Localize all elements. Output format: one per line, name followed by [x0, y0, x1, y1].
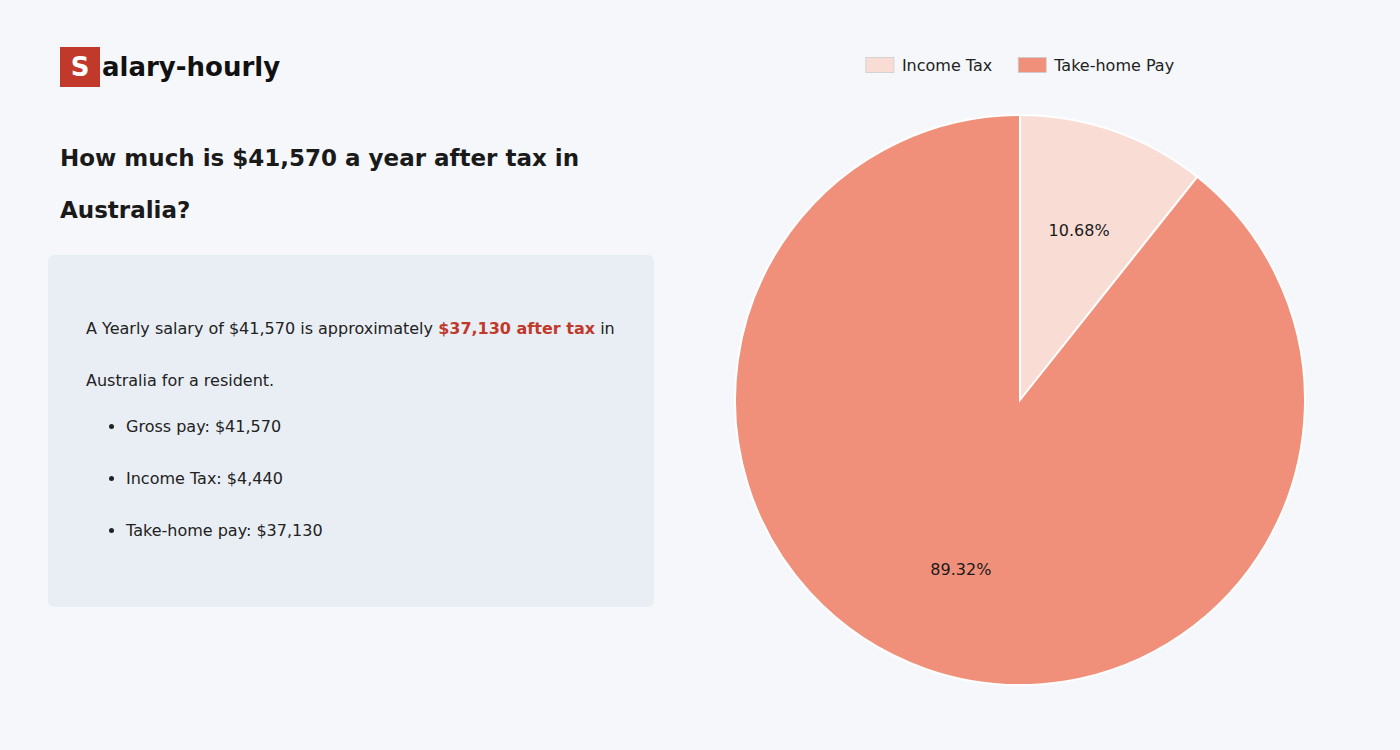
logo-text: alary-hourly [102, 52, 280, 82]
summary-highlight: $37,130 after tax [438, 319, 595, 338]
legend-label: Take-home Pay [1053, 56, 1174, 75]
pie-chart: 10.68% 89.32% Income Tax Take-home Pay [690, 0, 1370, 750]
summary: A Yearly salary of $41,570 is approximat… [86, 303, 615, 407]
legend: Income Tax Take-home Pay [866, 56, 1174, 75]
summary-line: Australia for a resident. [86, 355, 615, 407]
logo-letter: S [60, 47, 100, 87]
bullet-list: Gross pay: $41,570Income Tax: $4,440Take… [106, 401, 323, 557]
title-line: Australia? [60, 184, 660, 236]
summary-line: A Yearly salary of $41,570 is approximat… [86, 303, 615, 355]
legend-swatch [866, 58, 894, 73]
legend-item: Take-home Pay [1018, 56, 1174, 75]
logo: Salary-hourly [60, 47, 280, 87]
slices [735, 115, 1305, 685]
summary-text: A Yearly salary of $41,570 is approximat… [86, 319, 438, 338]
info-box: A Yearly salary of $41,570 is approximat… [48, 255, 654, 607]
data-label: 10.68% [1049, 221, 1110, 240]
data-label: 89.32% [930, 560, 991, 579]
legend-label: Income Tax [902, 56, 992, 75]
legend-item: Income Tax [866, 56, 992, 75]
legend-swatch [1018, 58, 1046, 73]
bullet-item: Income Tax: $4,440 [126, 453, 323, 505]
pie-slice [735, 115, 1305, 685]
summary-text: in [595, 319, 615, 338]
data-labels: 10.68% 89.32% [930, 221, 1109, 579]
title-line: How much is $41,570 a year after tax in [60, 132, 660, 184]
bullet-item: Take-home pay: $37,130 [126, 505, 323, 557]
text-panel: Salary-hourly How much is $41,570 a year … [28, 0, 672, 750]
bullet-item: Gross pay: $41,570 [126, 401, 323, 453]
title: How much is $41,570 a year after tax inA… [60, 132, 660, 236]
